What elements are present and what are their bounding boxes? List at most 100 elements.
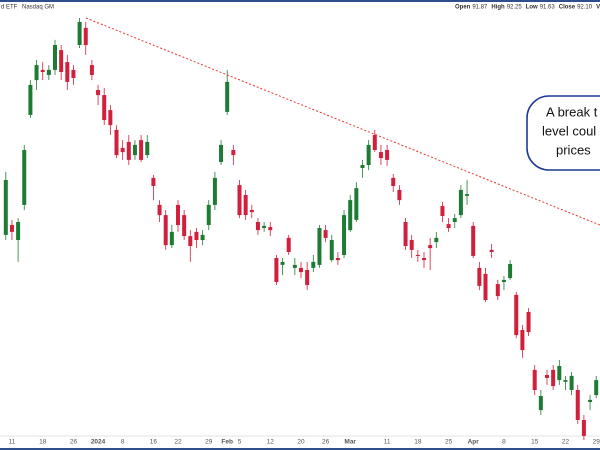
x-tick-label: 22 (562, 439, 570, 446)
candle-body (28, 84, 33, 115)
candle-body (581, 420, 586, 436)
candle-body (182, 215, 187, 237)
candle-body (157, 204, 162, 216)
candle-body (40, 69, 45, 72)
x-tick-label: 25 (445, 439, 453, 446)
candle-body (403, 222, 408, 246)
candle-body (354, 188, 359, 220)
candle-body (348, 200, 353, 231)
candle-body (151, 177, 156, 186)
candle-body (594, 380, 599, 396)
candle-body (477, 267, 482, 286)
candle-body (575, 390, 580, 420)
candle-body (557, 366, 562, 381)
candle-body (231, 150, 236, 156)
candle-body (249, 210, 254, 213)
candle-body (526, 312, 531, 333)
candle-body (458, 189, 463, 216)
candle-body (305, 270, 310, 285)
candle-body (77, 21, 82, 45)
candle-body (188, 236, 193, 246)
candle-body (508, 264, 513, 279)
candle-body (495, 284, 500, 297)
x-tick-label: 29 (593, 439, 600, 446)
x-tick-label: 8 (502, 439, 506, 446)
candle-body (16, 222, 21, 240)
candle-body (96, 90, 101, 96)
candle-body (126, 141, 131, 160)
candle-body (538, 396, 543, 411)
candle-body (237, 185, 242, 216)
quote-value: 91.87 (472, 5, 488, 11)
candle-body (286, 237, 291, 252)
x-tick-label: 15 (531, 439, 539, 446)
candle-body (335, 258, 340, 261)
candle-body (342, 215, 347, 255)
candle-body (563, 380, 568, 382)
candle-body (391, 177, 396, 186)
candle-body (415, 255, 420, 256)
candle-body (422, 258, 426, 261)
candle-body (292, 264, 297, 268)
candle-body (219, 144, 224, 162)
candle-body (59, 50, 64, 72)
x-tick-label: 11 (9, 439, 16, 446)
candle-body (329, 240, 334, 261)
candle-body (176, 204, 180, 225)
candle-body (194, 231, 199, 240)
quote-label: High (491, 5, 505, 11)
candle-body (489, 249, 494, 252)
candle-body (225, 81, 230, 112)
candle-body (514, 294, 519, 336)
candle-body (397, 189, 402, 201)
trendline (85, 17, 600, 226)
annotation-line: prices (556, 142, 591, 157)
candle-body (532, 369, 537, 390)
candle-body (53, 45, 57, 70)
candle-body (434, 237, 439, 243)
x-tick-label: 11 (384, 439, 391, 446)
candle-body (360, 165, 365, 168)
x-tick-label: 16 (150, 439, 158, 446)
x-tick-label: 22 (174, 439, 182, 446)
x-tick-label: 12 (267, 439, 275, 446)
candle-body (9, 225, 14, 232)
instrument-name: d ETF (1, 5, 18, 11)
candle-body (385, 150, 390, 160)
candle-body (200, 234, 205, 240)
candle-body (102, 95, 107, 120)
candle-body (274, 258, 279, 282)
candle-body (501, 279, 506, 282)
candle-body (471, 225, 476, 256)
candle-body (108, 110, 113, 126)
candle-body (262, 225, 267, 228)
exchange: Nasdaq GM (22, 5, 54, 11)
candle-body (132, 144, 137, 156)
x-tick-label: Apr (468, 439, 480, 446)
candle-body (46, 69, 51, 75)
candle-body (428, 245, 433, 249)
quote-label: Open (455, 5, 471, 11)
candle-body (483, 273, 488, 300)
candle-body (71, 69, 76, 78)
x-tick-label: Mar (344, 439, 356, 446)
x-tick-label: 29 (205, 439, 213, 446)
quote-label: Close (559, 5, 576, 11)
candle-body (311, 261, 316, 268)
annotation-bubble (526, 95, 600, 171)
candle-body (212, 177, 217, 205)
candle-body (465, 194, 470, 196)
candle-body (114, 129, 119, 156)
x-tick-label: 26 (70, 439, 78, 446)
candle-body (280, 261, 285, 265)
candle-body (323, 230, 328, 238)
quote-value: 91.63 (540, 5, 556, 11)
candle-body (317, 228, 322, 265)
candle-body (440, 206, 445, 216)
candle-body (169, 231, 174, 246)
annotation-line: A break t (546, 104, 598, 119)
candle-body (452, 218, 457, 222)
candle-body (551, 369, 556, 387)
